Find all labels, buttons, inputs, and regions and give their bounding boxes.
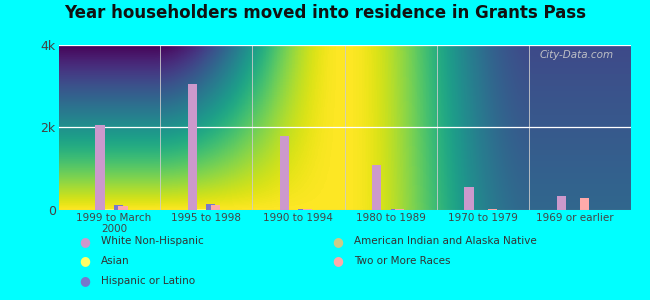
Text: Two or More Races: Two or More Races	[354, 256, 450, 266]
Text: Hispanic or Latino: Hispanic or Latino	[101, 275, 195, 286]
Bar	[488, 209, 497, 210]
Text: ●: ●	[333, 254, 343, 268]
Bar	[96, 125, 105, 210]
Bar	[465, 187, 474, 210]
Text: Asian: Asian	[101, 256, 129, 266]
Bar	[206, 204, 215, 210]
Bar	[303, 209, 312, 210]
Bar	[280, 136, 289, 210]
Text: Year householders moved into residence in Grants Pass: Year householders moved into residence i…	[64, 4, 586, 22]
Bar	[298, 209, 307, 210]
Bar	[556, 196, 566, 210]
Bar	[395, 209, 404, 210]
Text: ●: ●	[79, 274, 90, 287]
Bar	[188, 84, 197, 210]
Text: ●: ●	[79, 254, 90, 268]
Bar	[114, 205, 123, 210]
Text: ●: ●	[79, 235, 90, 248]
Bar	[580, 198, 589, 210]
Bar	[197, 209, 206, 210]
Text: City-Data.com: City-Data.com	[540, 50, 614, 60]
Bar	[372, 165, 382, 210]
Bar	[105, 209, 114, 210]
Bar	[211, 205, 220, 210]
Bar	[118, 206, 127, 210]
Text: White Non-Hispanic: White Non-Hispanic	[101, 236, 203, 247]
Text: American Indian and Alaska Native: American Indian and Alaska Native	[354, 236, 537, 247]
Text: ●: ●	[333, 235, 343, 248]
Bar	[391, 209, 400, 210]
